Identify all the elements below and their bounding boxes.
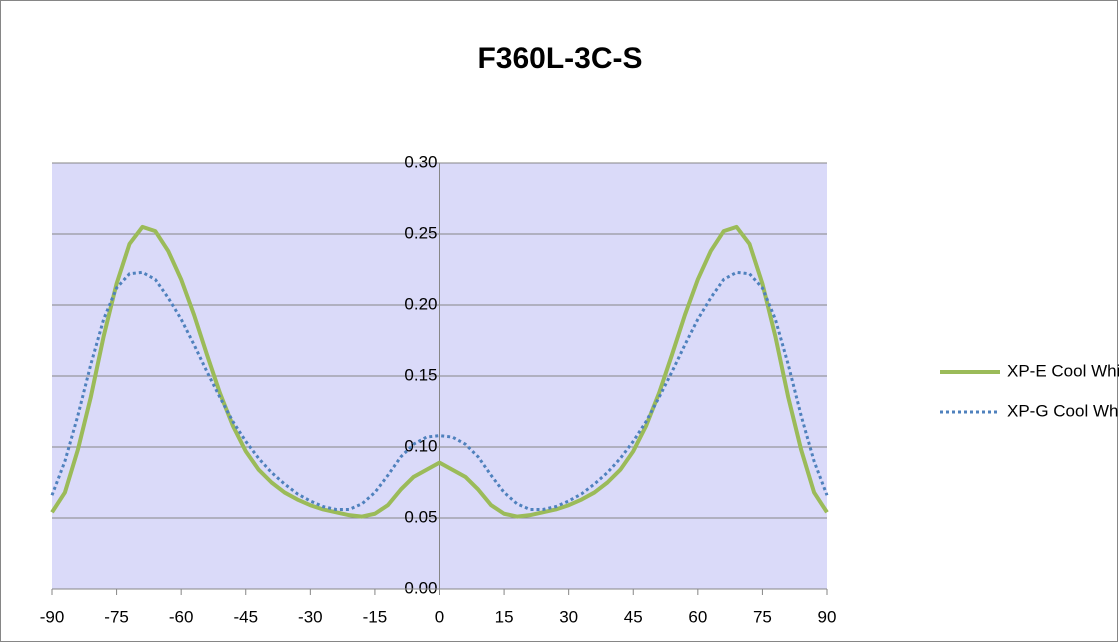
legend-label: XP-G Cool White [1007,401,1119,420]
x-tick-label: -75 [104,607,129,626]
x-tick-label: 0 [435,607,444,626]
x-tick-label: -60 [169,607,194,626]
x-tick-label: 45 [624,607,643,626]
chart-title: F360L-3C-S [477,42,642,75]
x-tick-label: -90 [40,607,65,626]
x-tick-label: 15 [495,607,514,626]
x-tick-label: 75 [753,607,772,626]
legend-label: XP-E Cool White [1007,361,1119,380]
y-tick-label: 0.20 [404,294,437,313]
y-tick-label: 0.30 [404,152,437,171]
x-tick-label: -45 [233,607,258,626]
y-tick-label: 0.15 [404,365,437,384]
x-tick-label: 30 [559,607,578,626]
y-tick-label: 0.05 [404,507,437,526]
y-tick-label: 0.10 [404,436,437,455]
x-tick-label: -30 [298,607,323,626]
x-tick-label: 90 [818,607,837,626]
x-tick-label: 60 [688,607,707,626]
x-tick-label: -15 [363,607,388,626]
y-tick-label: 0.25 [404,223,437,242]
series-line [50,224,829,519]
series-line [50,270,829,511]
y-tick-label: 0.00 [404,578,437,597]
